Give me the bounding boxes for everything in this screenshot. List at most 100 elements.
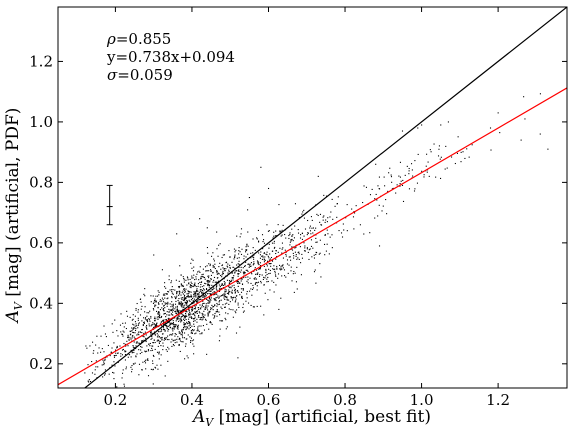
scatter-point — [201, 316, 203, 319]
scatter-point — [218, 273, 220, 275]
scatter-point — [222, 272, 224, 274]
scatter-point — [113, 356, 116, 358]
scatter-point — [218, 296, 220, 298]
scatter-point — [293, 237, 295, 239]
scatter-point — [132, 332, 135, 334]
scatter-point — [216, 296, 218, 299]
scatter-point — [247, 253, 249, 255]
scatter-point — [276, 267, 278, 269]
scatter-point — [235, 270, 237, 272]
scatter-point — [144, 350, 146, 352]
scatter-point — [221, 284, 223, 286]
scatter-point — [254, 249, 256, 251]
scatter-point — [219, 243, 221, 245]
scatter-point — [365, 186, 367, 188]
scatter-point — [157, 307, 159, 309]
scatter-point — [375, 193, 377, 195]
scatter-point — [245, 251, 247, 253]
scatter-point — [280, 266, 282, 268]
scatter-point — [224, 317, 226, 319]
scatter-point — [157, 313, 159, 315]
scatter-point — [261, 258, 263, 260]
scatter-point — [249, 290, 251, 292]
scatter-point — [161, 307, 163, 309]
scatter-point — [199, 266, 201, 268]
scatter-point — [237, 282, 239, 284]
scatter-point — [277, 277, 279, 279]
scatter-point — [214, 316, 216, 318]
scatter-point — [145, 368, 147, 370]
scatter-point — [194, 311, 196, 313]
scatter-point — [200, 283, 202, 286]
scatter-point — [171, 286, 173, 288]
scatter-point — [163, 293, 165, 295]
scatter-point — [171, 304, 173, 306]
scatter-point — [216, 315, 218, 317]
scatter-point — [208, 301, 210, 303]
scatter-point — [226, 298, 228, 300]
scatter-point — [163, 304, 165, 306]
scatter-point — [202, 276, 205, 278]
scatter-point — [137, 324, 139, 326]
scatter-point — [164, 294, 166, 296]
scatter-point — [200, 308, 202, 310]
scatter-point — [187, 293, 189, 295]
scatter-point — [423, 176, 425, 178]
scatter-point — [161, 338, 163, 340]
scatter-point — [184, 345, 187, 347]
scatter-point — [167, 297, 169, 299]
scatter-point — [201, 314, 203, 316]
scatter-point — [113, 355, 115, 357]
scatter-point — [269, 258, 271, 260]
scatter-point — [181, 285, 183, 287]
scatter-point — [233, 275, 235, 277]
scatter-point — [250, 257, 252, 259]
scatter-point — [232, 297, 234, 299]
scatter-point — [195, 292, 197, 295]
scatter-point — [113, 378, 115, 380]
scatter-point — [182, 309, 184, 311]
scatter-point — [222, 304, 224, 306]
scatter-point — [213, 298, 215, 300]
scatter-point — [306, 248, 308, 250]
scatter-point — [295, 246, 297, 248]
scatter-point — [176, 307, 178, 309]
scatter-point — [197, 295, 199, 298]
scatter-point — [249, 263, 251, 265]
scatter-point — [163, 328, 165, 331]
scatter-point — [253, 270, 255, 272]
scatter-point — [164, 297, 166, 299]
scatter-point — [401, 130, 404, 132]
scatter-point — [240, 280, 242, 282]
scatter-point — [219, 295, 221, 297]
scatter-point — [115, 354, 117, 356]
scatter-point — [199, 307, 201, 309]
scatter-point — [149, 345, 151, 347]
scatter-point — [319, 213, 322, 215]
scatter-point — [266, 281, 268, 283]
scatter-point — [208, 270, 210, 272]
scatter-point — [163, 339, 165, 341]
scatter-point — [181, 319, 183, 321]
scatter-point — [197, 285, 199, 287]
scatter-point — [152, 368, 154, 370]
scatter-point — [175, 311, 177, 313]
scatter-point — [234, 271, 236, 273]
scatter-point — [256, 305, 258, 307]
scatter-point — [316, 213, 318, 215]
scatter-point — [183, 288, 185, 290]
scatter-point — [176, 313, 178, 315]
scatter-point — [212, 272, 214, 274]
scatter-point — [214, 267, 216, 270]
scatter-point — [228, 293, 230, 295]
scatter-point — [208, 277, 210, 279]
scatter-point — [186, 323, 188, 325]
scatter-point — [168, 328, 170, 331]
scatter-point — [520, 139, 522, 141]
scatter-point — [189, 296, 191, 298]
scatter-point — [207, 281, 209, 283]
scatter-point — [280, 269, 282, 271]
scatter-point — [174, 311, 176, 313]
scatter-point — [346, 230, 348, 232]
scatter-point — [127, 345, 129, 347]
